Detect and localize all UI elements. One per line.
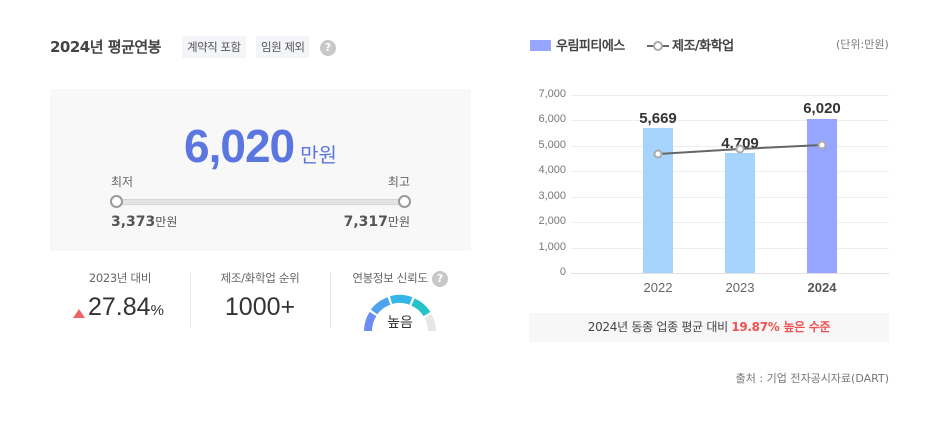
- min-salary: 3,373만원: [111, 213, 177, 230]
- max-label: 최고: [387, 175, 410, 189]
- y-tick: 4,000: [538, 164, 566, 176]
- bar-label-2024: 6,020: [803, 100, 841, 117]
- x-tick-2022: 2022: [643, 280, 673, 295]
- salary-summary-card: 6,020 만원 최저 최고 3,373만원 7,317만원: [50, 89, 471, 251]
- legend-bar-swatch-icon: [530, 40, 551, 51]
- max-knob: [398, 195, 411, 208]
- average-salary-value: 6,020: [184, 120, 295, 172]
- comparison-highlight: 19.87% 높은 수준: [731, 320, 831, 334]
- legend-line-series: 제조/화학업: [672, 39, 734, 54]
- yoy-label: 2023년 대비: [88, 271, 152, 285]
- y-tick: 3,000: [538, 190, 566, 202]
- reliability-value: 높음: [387, 315, 413, 331]
- trend-up-icon: [73, 309, 85, 318]
- min-salary-value: 3,373: [111, 214, 156, 230]
- gridline: [571, 120, 889, 121]
- bar-2023[interactable]: [725, 153, 755, 273]
- max-salary: 7,317만원: [344, 213, 410, 230]
- min-label: 최저: [111, 175, 134, 189]
- y-tick: 7,000: [538, 88, 566, 100]
- tag-contract-included: 계약직 포함: [182, 36, 246, 58]
- x-tick-2023: 2023: [725, 280, 755, 295]
- max-salary-value: 7,317: [343, 214, 388, 230]
- industry-comparison: 2024년 동종 업종 평균 대비 19.87% 높은 수준: [529, 313, 889, 342]
- help-icon[interactable]: ?: [320, 40, 336, 56]
- yoy-suffix: %: [150, 302, 164, 319]
- y-tick: 2,000: [538, 215, 566, 227]
- data-source: 출처 : 기업 전자공시자료(DART): [735, 372, 889, 385]
- y-tick: 6,000: [538, 113, 566, 125]
- reliability-gauge-icon: [364, 294, 436, 332]
- min-knob: [110, 195, 123, 208]
- legend-line-marker-icon: [647, 41, 669, 51]
- x-tick-2024: 2024: [807, 280, 837, 295]
- min-salary-unit: 만원: [155, 215, 178, 229]
- reliability-help-icon[interactable]: ?: [432, 271, 448, 287]
- max-salary-unit: 만원: [387, 215, 410, 229]
- gridline: [571, 146, 889, 147]
- comparison-text: 2024년 동종 업종 평균 대비: [587, 320, 728, 334]
- y-tick: 0: [559, 266, 566, 278]
- yoy-value: 27.84%: [88, 293, 178, 322]
- yoy-number: 27.84: [88, 293, 151, 321]
- average-salary: 6,020 만원: [50, 119, 471, 173]
- gridline: [571, 95, 889, 96]
- x-axis: [571, 273, 889, 274]
- chart-unit-label: (단위:만원): [836, 38, 889, 51]
- industry-rank-value: 1000+: [224, 293, 296, 321]
- tag-executives-excluded: 임원 제외: [256, 36, 310, 58]
- industry-rank-label: 제조/화학업 순위: [220, 271, 300, 285]
- bar-label-2022: 5,669: [639, 110, 677, 127]
- reliability-label: 연봉정보 신뢰도: [352, 271, 428, 285]
- y-tick: 5,000: [538, 139, 566, 151]
- divider: [190, 272, 191, 328]
- y-tick: 1,000: [538, 241, 566, 253]
- page-title: 2024년 평균연봉: [50, 38, 161, 56]
- divider: [330, 272, 331, 328]
- average-salary-unit: 만원: [300, 143, 337, 167]
- legend-bar-series: 우림피티에스: [556, 39, 625, 54]
